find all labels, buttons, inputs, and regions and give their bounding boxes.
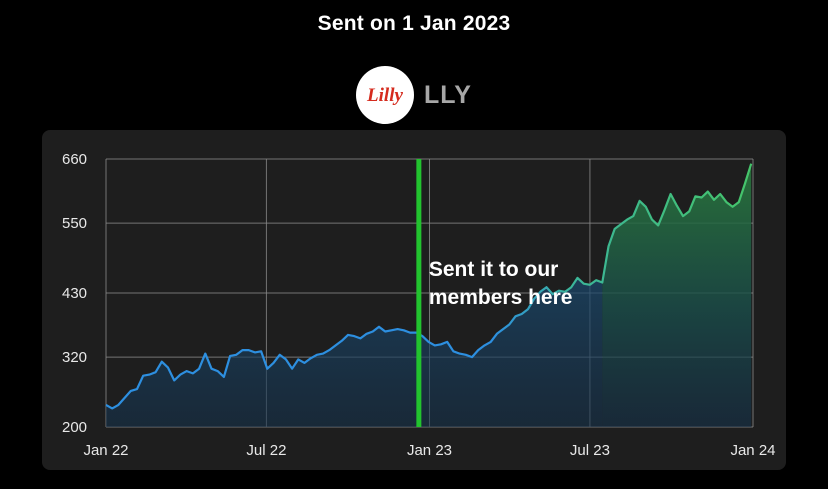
x-tick-label: Jul 22 bbox=[246, 442, 286, 459]
svg-text:Lilly: Lilly bbox=[366, 85, 403, 106]
annotation: Sent it to our members here bbox=[429, 258, 573, 309]
area-fill-before bbox=[106, 277, 603, 427]
x-tick-label: Jul 23 bbox=[570, 442, 610, 459]
price-line bbox=[105, 163, 753, 410]
area-fill-after bbox=[602, 163, 752, 427]
x-tick-label: Jan 22 bbox=[83, 442, 128, 459]
y-tick-label: 320 bbox=[62, 349, 87, 366]
y-tick-label: 660 bbox=[62, 151, 87, 168]
x-tick-label: Jan 23 bbox=[407, 442, 452, 459]
annotation-line: Sent it to our bbox=[429, 258, 559, 281]
y-axis: 200 320 430 550 660 bbox=[62, 151, 87, 436]
stock-chart: 200 320 430 550 660 Jan 22 Jul 22 Jan 23 Jul 23… bbox=[62, 151, 776, 459]
area-fill bbox=[106, 163, 752, 427]
series-line bbox=[105, 163, 753, 410]
y-tick-label: 430 bbox=[62, 285, 87, 302]
ticker-symbol: LLY bbox=[424, 80, 472, 109]
lilly-logo-icon: Lilly bbox=[366, 85, 403, 106]
chart-panel: 200 320 430 550 660 Jan 22 Jul 22 Jan 23 Jul 23… bbox=[42, 130, 786, 470]
y-tick-label: 200 bbox=[62, 419, 87, 436]
header-title: Sent on 1 Jan 2023 bbox=[317, 12, 511, 35]
y-tick-label: 550 bbox=[62, 215, 87, 232]
lilly-logo: Lilly bbox=[356, 66, 415, 124]
ticker-row: Lilly LLY bbox=[0, 66, 828, 124]
annotation-line: members here bbox=[429, 286, 573, 309]
x-axis: Jan 22 Jul 22 Jan 23 Jul 23 Jan 24 bbox=[83, 442, 775, 459]
x-tick-label: Jan 24 bbox=[730, 442, 775, 459]
